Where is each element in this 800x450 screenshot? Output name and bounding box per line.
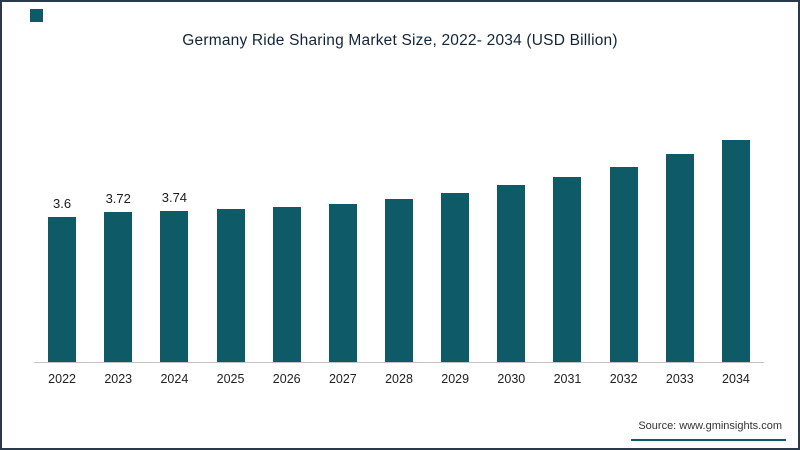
bar-group (708, 140, 764, 362)
bar-group (596, 167, 652, 362)
bar-value-label: 3.72 (105, 191, 131, 206)
x-axis-tick-label: 2026 (272, 372, 301, 386)
bar-group (371, 199, 427, 362)
bar-group (427, 193, 483, 362)
bar-group: 3.72 (90, 191, 146, 362)
x-axis-tick-label: 2034 (722, 372, 750, 386)
bar (497, 185, 526, 362)
bar-group (652, 154, 708, 362)
accent-square (30, 9, 43, 22)
x-axis-tick-label: 2032 (609, 372, 638, 386)
bar (216, 209, 245, 362)
source-text: Source: www.gminsights.com (638, 420, 782, 432)
x-axis-tick-label: 2033 (665, 372, 694, 386)
bar (385, 199, 414, 362)
bar-group (539, 177, 595, 362)
bar-value-label: 3.74 (161, 190, 188, 205)
x-axis-tick-label: 2031 (553, 372, 582, 386)
x-axis-tick-label: 2030 (497, 372, 526, 386)
bar (160, 211, 189, 362)
x-axis-tick-label: 2024 (160, 372, 189, 386)
source-accent-rule (631, 439, 786, 441)
bar (553, 177, 582, 362)
x-axis-tick-label: 2022 (48, 372, 76, 386)
bar (609, 167, 638, 362)
x-axis-tick-label: 2028 (385, 372, 413, 386)
x-axis-labels: 2022 2023 2024 2025 2026 2027 2028 2029 2030 2031… (34, 363, 764, 386)
bar (721, 140, 750, 362)
x-axis-tick-label: 2029 (441, 372, 470, 386)
bar (48, 217, 77, 362)
x-axis-tick-label: 2025 (216, 372, 245, 386)
x-axis-tick-label: 2023 (104, 372, 133, 386)
bar (665, 154, 694, 362)
bar-group: 3.6 (34, 196, 90, 362)
bar (272, 207, 301, 362)
bar (104, 212, 133, 362)
bar-chart-plot-area: 3.6 3.72 3.74 (34, 77, 764, 363)
x-axis-tick-label: 2027 (328, 372, 357, 386)
bar-group: 3.74 (146, 190, 202, 362)
bar-group (483, 185, 539, 362)
bar-group (202, 209, 258, 362)
bar-value-label: 3.6 (53, 196, 72, 211)
bar-group (315, 204, 371, 362)
bar (328, 204, 357, 362)
bar-group (259, 207, 315, 362)
chart-title: Germany Ride Sharing Market Size, 2022- … (182, 32, 618, 49)
bar (441, 193, 470, 362)
